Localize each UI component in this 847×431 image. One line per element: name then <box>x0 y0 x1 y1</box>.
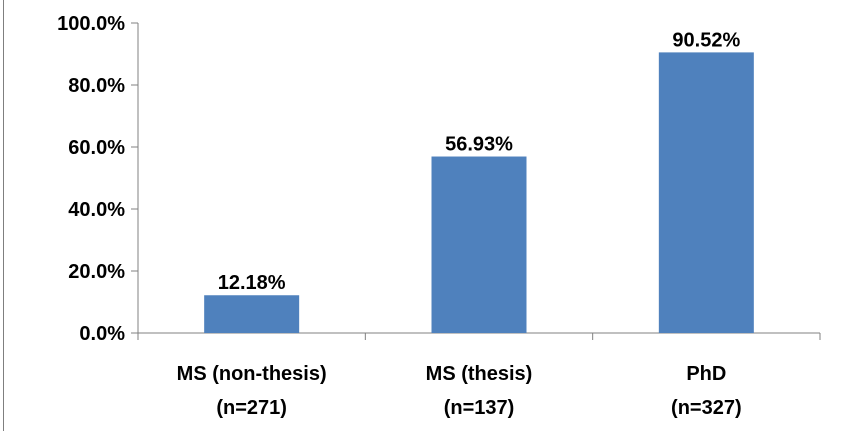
bars <box>204 52 754 333</box>
category-label-line2: (n=271) <box>216 397 287 419</box>
data-label: 12.18% <box>218 272 286 294</box>
y-tick-label: 100.0% <box>57 13 125 35</box>
x-axis-labels: MS (non-thesis) (n=271) MS (thesis) (n=137)… <box>177 363 742 419</box>
category-label-line2: (n=327) <box>671 397 742 419</box>
data-labels: 12.18% 56.93% 90.52% <box>218 29 741 294</box>
bar <box>431 156 527 333</box>
y-tick-label: 0.0% <box>79 323 125 345</box>
bar <box>658 52 754 333</box>
y-axis-ticks: 0.0% 20.0% 40.0% 60.0% 80.0% 100.0% <box>57 13 138 345</box>
category-label-line1: MS (non-thesis) <box>177 363 327 385</box>
bar <box>204 295 300 333</box>
data-label: 56.93% <box>445 134 513 156</box>
y-tick-label: 40.0% <box>68 199 125 221</box>
chart-frame-left-edge <box>3 0 4 431</box>
y-tick-label: 60.0% <box>68 137 125 159</box>
category-label-line1: PhD <box>686 363 726 385</box>
category-label-line2: (n=137) <box>444 397 515 419</box>
category-label-line1: MS (thesis) <box>426 363 533 385</box>
y-tick-label: 20.0% <box>68 261 125 283</box>
data-label: 90.52% <box>672 29 740 51</box>
y-tick-label: 80.0% <box>68 75 125 97</box>
